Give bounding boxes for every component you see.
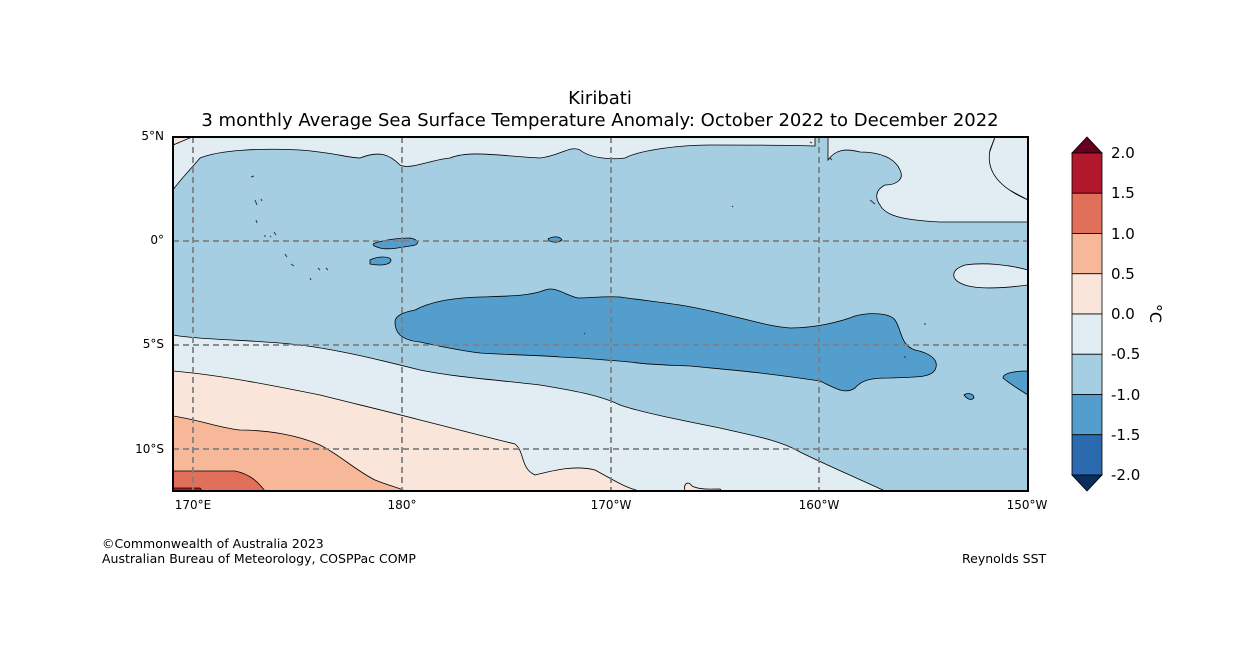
anomaly-field-minus-1.5-to-minus-1.0-speck	[963, 393, 975, 400]
map-frame	[172, 136, 1029, 492]
copyright-text: ©Commonwealth of Australia 2023	[102, 536, 324, 551]
colorbar-tick: 1.0	[1111, 225, 1135, 243]
colorbar-tick: -1.5	[1111, 426, 1141, 444]
lon-label-160w: 160°W	[798, 498, 840, 512]
data-source-text: Reynolds SST	[962, 551, 1047, 566]
colorbar-tick: 2.0	[1111, 144, 1135, 162]
lon-label-150w: 150°W	[1006, 498, 1048, 512]
anomaly-field-minus-0.5-to-0.0-east-patch	[953, 263, 1029, 289]
colorbar-tick: -1.0	[1111, 386, 1141, 404]
lat-label-5s: 5°S	[142, 337, 164, 351]
colorbar-tick: 0.5	[1111, 265, 1135, 283]
colorbar-tick: 0.0	[1111, 305, 1135, 323]
colorbar-segment-0.5-1.0	[1071, 233, 1103, 275]
anomaly-field-minus-1.5-to-minus-1.0-small	[369, 256, 392, 266]
colorbar-segment-1.0-1.5	[1071, 192, 1103, 234]
colorbar-tick: -0.5	[1111, 345, 1141, 363]
colorbar-extend-max	[1071, 136, 1103, 154]
colorbar-unit-label: °C	[1146, 303, 1166, 324]
lon-label-170w: 170°W	[590, 498, 632, 512]
colorbar-segment-0.0-0.5	[1071, 273, 1103, 315]
map-title: Kiribati	[568, 88, 632, 109]
colorbar-segment-minus-0.5-0.0	[1071, 313, 1103, 355]
colorbar-extend-min	[1071, 474, 1103, 492]
map-subtitle: 3 monthly Average Sea Surface Temperatur…	[201, 110, 999, 131]
agency-text: Australian Bureau of Meteorology, COSPPa…	[102, 551, 416, 566]
graticule	[173, 137, 1028, 491]
lon-label-180: 180°	[387, 498, 417, 512]
anomaly-field-0.0-to-0.5-south-patch	[684, 482, 723, 492]
anomaly-field-minus-1.5-to-minus-1.0-east	[1002, 370, 1029, 396]
colorbar-tick: -2.0	[1111, 466, 1141, 484]
lat-label-0: 0°	[150, 233, 164, 247]
anomaly-field-minus-1.5-to-minus-1.0-central	[394, 288, 937, 392]
colorbar-segment-minus-2.0-minus-1.5	[1071, 434, 1103, 476]
colorbar-tick: 1.5	[1111, 184, 1135, 202]
colorbar	[1071, 136, 1103, 492]
islands	[250, 141, 926, 358]
colorbar-segment-minus-1.0-minus-0.5	[1071, 353, 1103, 395]
colorbar-segment-1.5-2.0	[1071, 152, 1103, 194]
lat-label-5n: 5°N	[141, 129, 164, 143]
lon-label-170e: 170°E	[174, 498, 212, 512]
colorbar-segment-minus-1.5-minus-1.0	[1071, 394, 1103, 436]
lat-label-10s: 10°S	[135, 442, 164, 456]
anomaly-field-minus-0.5-to-0.0-north-band	[172, 136, 816, 192]
